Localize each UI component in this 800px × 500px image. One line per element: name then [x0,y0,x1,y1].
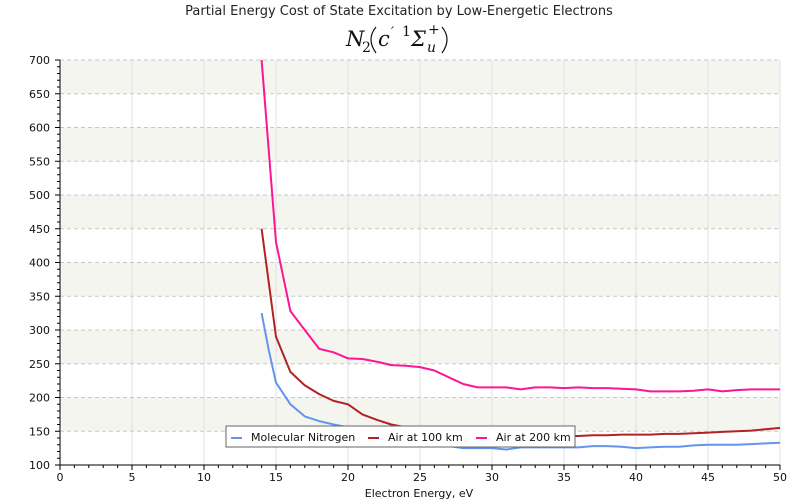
x-tick-label: 25 [413,471,427,484]
y-tick-label: 300 [29,324,50,337]
x-tick-label: 45 [701,471,715,484]
series-line-0 [260,312,781,451]
subtitle-prime: ′ [391,25,394,40]
y-tick-label: 200 [29,392,50,405]
grid [60,59,781,465]
x-tick-label: 50 [773,471,787,484]
x-axis-ticks: 0 5 10 15 20 25 30 35 40 45 50 [57,465,787,484]
chart-title: Partial Energy Cost of State Excitation … [185,4,613,19]
y-tick-label: 550 [29,155,50,168]
series-line-2 [260,59,780,393]
x-tick-label: 20 [341,471,355,484]
x-tick-label: 5 [129,471,136,484]
x-tick-label: 35 [557,471,571,484]
y-tick-label: 700 [29,54,50,67]
legend: Molecular Nitrogen Air at 100 km Air at … [225,425,576,448]
y-tick-label: 350 [29,290,50,303]
legend-label: Molecular Nitrogen [251,431,355,444]
subtitle-term-sup: + [428,22,440,38]
y-tick-label: 600 [29,122,50,135]
x-tick-label: 40 [629,471,643,484]
x-tick-label: 15 [269,471,283,484]
y-tick-label: 150 [29,425,50,438]
y-tick-label: 450 [29,223,50,236]
x-axis-label: Electron Energy, eV [365,487,474,500]
y-tick-label: 650 [29,88,50,101]
x-tick-label: 30 [485,471,499,484]
subtitle-open-paren [370,26,377,54]
legend-item-0: Molecular Nitrogen [231,431,355,444]
legend-label: Air at 200 km [496,431,571,444]
legend-item-1: Air at 100 km [368,431,463,444]
chart-subtitle: N 2 c ′ 1 Σ + u [345,22,448,56]
subtitle-base: N [345,27,365,51]
legend-box [225,425,576,448]
x-tick-label: 0 [57,471,64,484]
subtitle-term-sub: u [427,40,436,56]
y-axis-ticks: 100 150 200 250 300 350 400 450 500 550 600 650 700 [29,54,60,472]
y-tick-label: 100 [29,459,50,472]
subtitle-multiplicity: 1 [402,24,411,40]
legend-label: Air at 100 km [388,431,463,444]
y-tick-label: 250 [29,358,50,371]
legend-item-2: Air at 200 km [476,431,571,444]
y-tick-label: 500 [29,189,50,202]
subtitle-state-letter: c [378,27,390,51]
subtitle-base-sub: 2 [362,40,371,56]
x-tick-label: 10 [197,471,211,484]
subtitle-term: Σ [410,27,426,51]
y-tick-label: 400 [29,257,50,270]
subtitle-close-paren [441,26,448,54]
